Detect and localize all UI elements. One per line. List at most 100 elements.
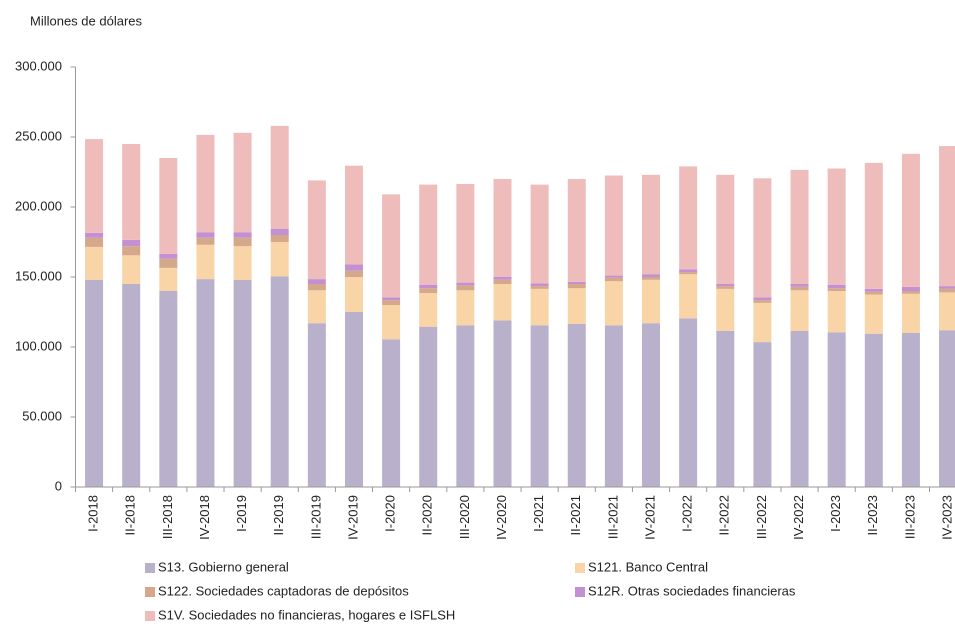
bar-segment <box>901 286 920 291</box>
bar-segment <box>233 132 252 233</box>
bar-segment <box>122 284 141 487</box>
bar-segment <box>716 288 735 331</box>
bar-segment <box>679 166 698 270</box>
bar-segment <box>493 279 512 284</box>
bar-segment <box>122 246 141 256</box>
bar-segment <box>270 276 289 487</box>
bar-segment <box>85 279 104 487</box>
bar-segment <box>864 162 883 289</box>
bar-segment <box>233 237 252 247</box>
x-tick-label: II-2020 <box>420 495 435 535</box>
x-tick-label: III-2021 <box>605 495 620 539</box>
bar-segment <box>679 274 698 319</box>
legend-label: S1V. Sociedades no financieras, hogares … <box>158 607 455 622</box>
bar-segment <box>159 258 178 268</box>
bar-segment <box>827 288 846 291</box>
bar-segment <box>456 183 475 283</box>
x-tick-label: II-2023 <box>865 495 880 535</box>
legend-swatch <box>575 587 585 597</box>
bar-segment <box>827 332 846 487</box>
bar-segment <box>716 330 735 487</box>
bar-segment <box>790 290 809 331</box>
x-tick-label: IV-2022 <box>791 495 806 540</box>
bar-segment <box>642 279 661 324</box>
bar-segment <box>827 291 846 333</box>
legend-swatch <box>145 563 155 573</box>
x-tick-label: IV-2018 <box>197 495 212 540</box>
y-tick-label: 300.000 <box>15 58 62 73</box>
bar-segment <box>716 286 735 289</box>
bar-segment <box>604 325 623 487</box>
x-tick-label: III-2023 <box>902 495 917 539</box>
bar-segment <box>307 180 326 280</box>
bar-segment <box>753 342 772 487</box>
bar-segment <box>679 272 698 275</box>
bar-segment <box>344 277 363 312</box>
bar-segment <box>456 285 475 291</box>
x-tick-label: II-2021 <box>568 495 583 535</box>
bar-segment <box>307 284 326 291</box>
x-tick-label: III-2022 <box>754 495 769 539</box>
bar-segment <box>753 300 772 303</box>
bar-segment <box>419 293 438 327</box>
bar-segment <box>716 174 735 284</box>
bar-segment <box>790 286 809 291</box>
bar-segment <box>939 286 955 289</box>
bar-segment <box>864 288 883 292</box>
bar-segment <box>642 323 661 487</box>
x-tick-label: II-2019 <box>271 495 286 535</box>
bar-segment <box>604 275 623 278</box>
bar-segment <box>270 235 289 242</box>
bar-segment <box>753 302 772 343</box>
y-tick-label: 50.000 <box>22 408 62 423</box>
bar-segment <box>344 312 363 487</box>
bar-segment <box>85 246 104 280</box>
bar-segment <box>567 323 586 487</box>
x-tick-label: I-2022 <box>680 495 695 532</box>
bar-segment <box>493 179 512 277</box>
bar-segment <box>270 125 289 229</box>
bar-segment <box>827 168 846 285</box>
bar-segment <box>159 267 178 291</box>
bar-segment <box>939 292 955 331</box>
bar-segment <box>344 264 363 271</box>
bar-segment <box>642 277 661 280</box>
bar-segment <box>419 184 438 285</box>
x-tick-label: I-2020 <box>383 495 398 532</box>
y-tick-label: 150.000 <box>15 268 62 283</box>
bar-segment <box>85 139 104 233</box>
bar-segment <box>827 284 846 289</box>
bar-segment <box>233 279 252 487</box>
bar-segment <box>567 179 586 282</box>
bar-segment <box>196 237 215 245</box>
bar-segment <box>901 333 920 487</box>
bar-segment <box>604 281 623 326</box>
bar-segment <box>864 294 883 334</box>
bar-segment <box>85 232 104 238</box>
bar-segment <box>85 237 104 247</box>
x-tick-label: III-2018 <box>160 495 175 539</box>
bar-segment <box>419 284 438 289</box>
y-tick-label: 100.000 <box>15 338 62 353</box>
bar-segment <box>790 169 809 284</box>
bar-segment <box>382 300 401 305</box>
bar-segment <box>530 283 549 287</box>
legend-swatch <box>145 611 155 621</box>
bar-segment <box>122 239 141 247</box>
x-tick-label: IV-2019 <box>345 495 360 540</box>
legend-label: S122. Sociedades captadoras de depósitos <box>158 583 409 598</box>
bar-segment <box>530 325 549 487</box>
bar-segment <box>270 228 289 235</box>
x-tick-label: II-2018 <box>123 495 138 535</box>
bar-segment <box>864 291 883 295</box>
bar-segment <box>233 246 252 280</box>
bar-segment <box>456 325 475 487</box>
bar-segment <box>419 326 438 487</box>
bar-segment <box>642 274 661 277</box>
legend-swatch <box>145 587 155 597</box>
y-tick-label: 200.000 <box>15 198 62 213</box>
bar-segment <box>679 318 698 487</box>
bar-segment <box>567 281 586 284</box>
bar-segment <box>716 284 735 287</box>
